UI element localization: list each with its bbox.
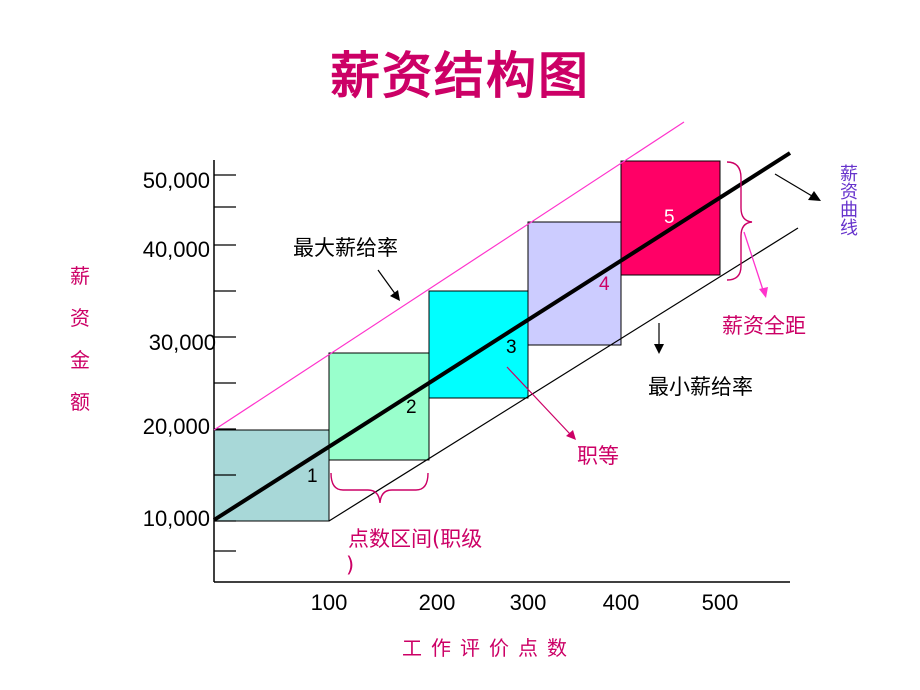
grade-arrow xyxy=(506,366,576,440)
max-rate-label: 最大薪给率 xyxy=(293,236,398,260)
y-axis-title-char: 额 xyxy=(70,390,90,414)
y-tick-label: 10,000 xyxy=(142,506,210,531)
x-tick-label: 500 xyxy=(701,590,739,615)
min-rate-line xyxy=(328,227,799,522)
grade-label-2: 2 xyxy=(406,397,417,418)
salary-range-label: 薪资全距 xyxy=(722,314,806,338)
salary-curve-label: 薪 资 曲 线 xyxy=(840,166,858,238)
y-axis-title-char: 薪 xyxy=(70,264,90,288)
salary-range-bracket xyxy=(726,161,753,281)
max-rate-arrow xyxy=(377,269,400,301)
y-tick-label: 50,000 xyxy=(142,168,210,193)
grade-label-3: 3 xyxy=(506,337,517,358)
x-tick-label: 300 xyxy=(509,590,547,615)
point-range-bracket xyxy=(330,472,429,504)
diagram-title: 薪资结构图 xyxy=(330,47,590,105)
x-axis-title: 工作评价点数 xyxy=(402,636,576,660)
grade-box-4 xyxy=(527,221,622,346)
salary-curve-label-char: 线 xyxy=(840,218,858,239)
x-tick-label: 400 xyxy=(602,590,640,615)
grade-box-3 xyxy=(428,290,529,399)
salary-curve-label-char: 薪 xyxy=(840,164,858,185)
grade-box-5 xyxy=(620,160,721,276)
y-axis-title-char: 资 xyxy=(70,306,90,330)
x-tick-label: 100 xyxy=(310,590,348,615)
y-tick-label: 40,000 xyxy=(142,237,210,262)
salary-curve xyxy=(212,151,792,522)
grade-label-1: 1 xyxy=(307,466,318,487)
salary-curve-arrow xyxy=(774,173,821,201)
point-range-label-line2: ) xyxy=(346,553,355,577)
x-tick-label: 200 xyxy=(418,590,456,615)
salary-range-arrow xyxy=(743,231,768,298)
point-range-label-line1: 点数区间(职级 xyxy=(348,527,483,551)
grade-label-5: 5 xyxy=(664,207,675,228)
grade-box-2 xyxy=(328,352,430,461)
grade-annotation-label: 职等 xyxy=(577,444,619,468)
y-axis-ticks xyxy=(214,174,236,552)
y-tick-label: 20,000 xyxy=(142,414,210,439)
grade-label-4: 4 xyxy=(599,274,610,295)
min-rate-arrow xyxy=(654,323,664,354)
min-rate-label: 最小薪给率 xyxy=(648,375,753,399)
y-axis-title: 薪 资 金 额 xyxy=(70,266,90,412)
y-axis-title-char: 金 xyxy=(70,348,90,372)
salary-curve-label-char: 曲 xyxy=(840,200,858,221)
max-rate-line xyxy=(213,121,685,431)
salary-curve-label-char: 资 xyxy=(840,182,858,203)
y-tick-label: 30,000 xyxy=(148,330,216,355)
